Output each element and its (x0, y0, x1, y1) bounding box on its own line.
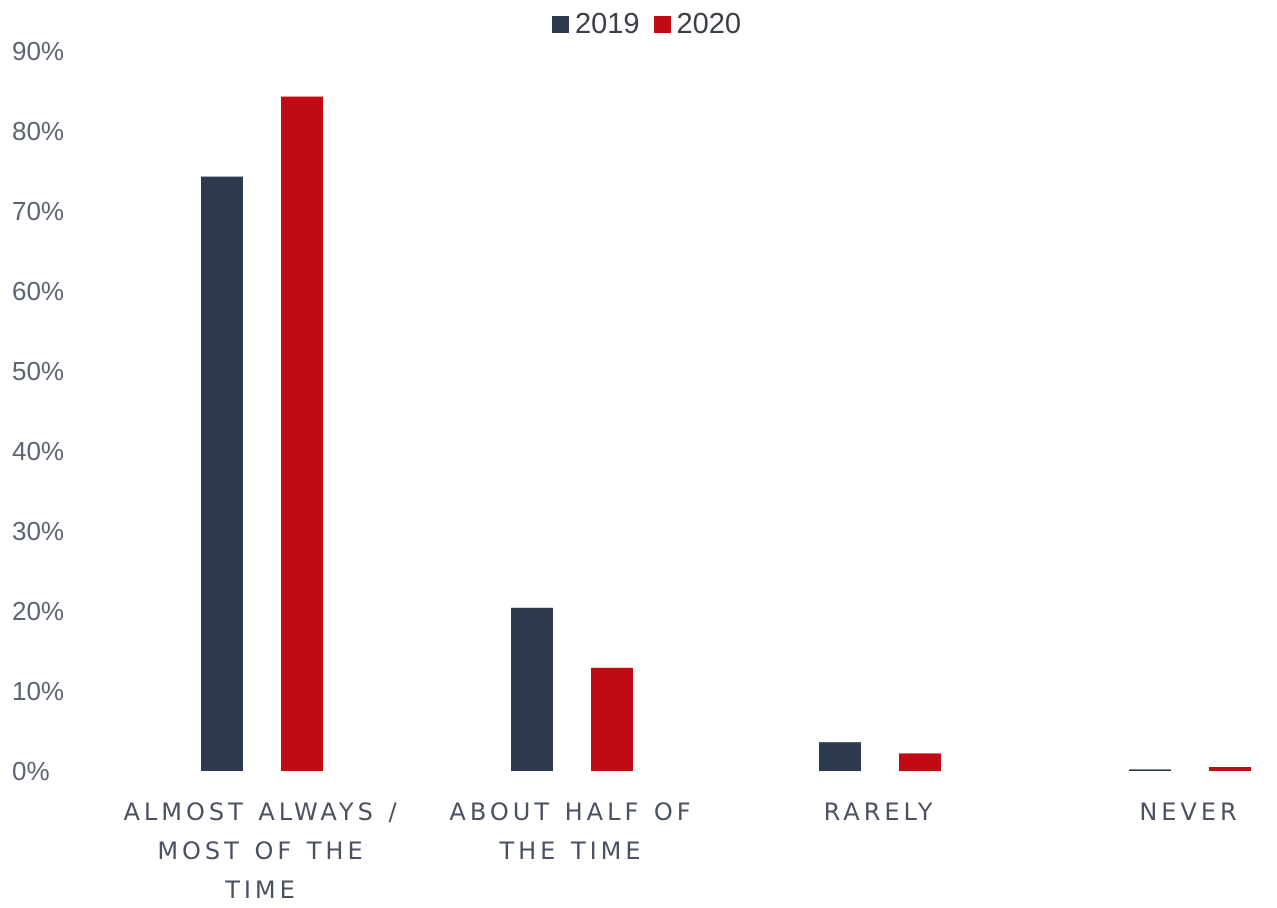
bar-2020 (899, 753, 941, 771)
bar-2020 (281, 96, 323, 772)
y-tick-label: 90% (12, 36, 64, 66)
y-tick-label: 10% (12, 676, 64, 706)
y-axis: 0% 10% 20% 30% 40% 50% 60% 70% 80% 90% (12, 36, 64, 786)
bar-2019 (819, 742, 861, 771)
bar-2019 (511, 607, 553, 771)
bar-2019 (1129, 769, 1171, 771)
y-tick-label: 80% (12, 116, 64, 146)
y-tick-label: 0% (12, 756, 50, 786)
bar-2020 (591, 667, 633, 771)
bars (201, 96, 1251, 772)
y-tick-label: 20% (12, 596, 64, 626)
legend-swatch-2020 (653, 15, 671, 33)
y-tick-label: 30% (12, 516, 64, 546)
y-tick-label: 40% (12, 436, 64, 466)
legend-item-2019: 2019 (552, 8, 640, 41)
legend-label-2020: 2020 (676, 7, 742, 40)
x-tick-label: ALMOST ALWAYS / MOST OF THE TIME (123, 798, 400, 904)
x-tick-label: RARELY (824, 798, 937, 826)
x-axis: ALMOST ALWAYS / MOST OF THE TIME ABOUT HALF… (123, 798, 1240, 904)
legend-label-2019: 2019 (575, 7, 640, 40)
bar-2020 (1209, 767, 1251, 771)
legend-item-2020: 2020 (653, 7, 742, 41)
y-tick-label: 50% (12, 356, 64, 386)
legend: 2019 2020 (552, 6, 741, 42)
y-tick-label: 60% (12, 276, 64, 306)
x-tick-label: ABOUT HALF OF THE TIME (449, 798, 694, 865)
bar-2019 (201, 176, 243, 772)
x-tick-label: NEVER (1139, 798, 1240, 826)
legend-swatch-2019 (552, 15, 569, 33)
y-tick-label: 70% (12, 196, 64, 226)
